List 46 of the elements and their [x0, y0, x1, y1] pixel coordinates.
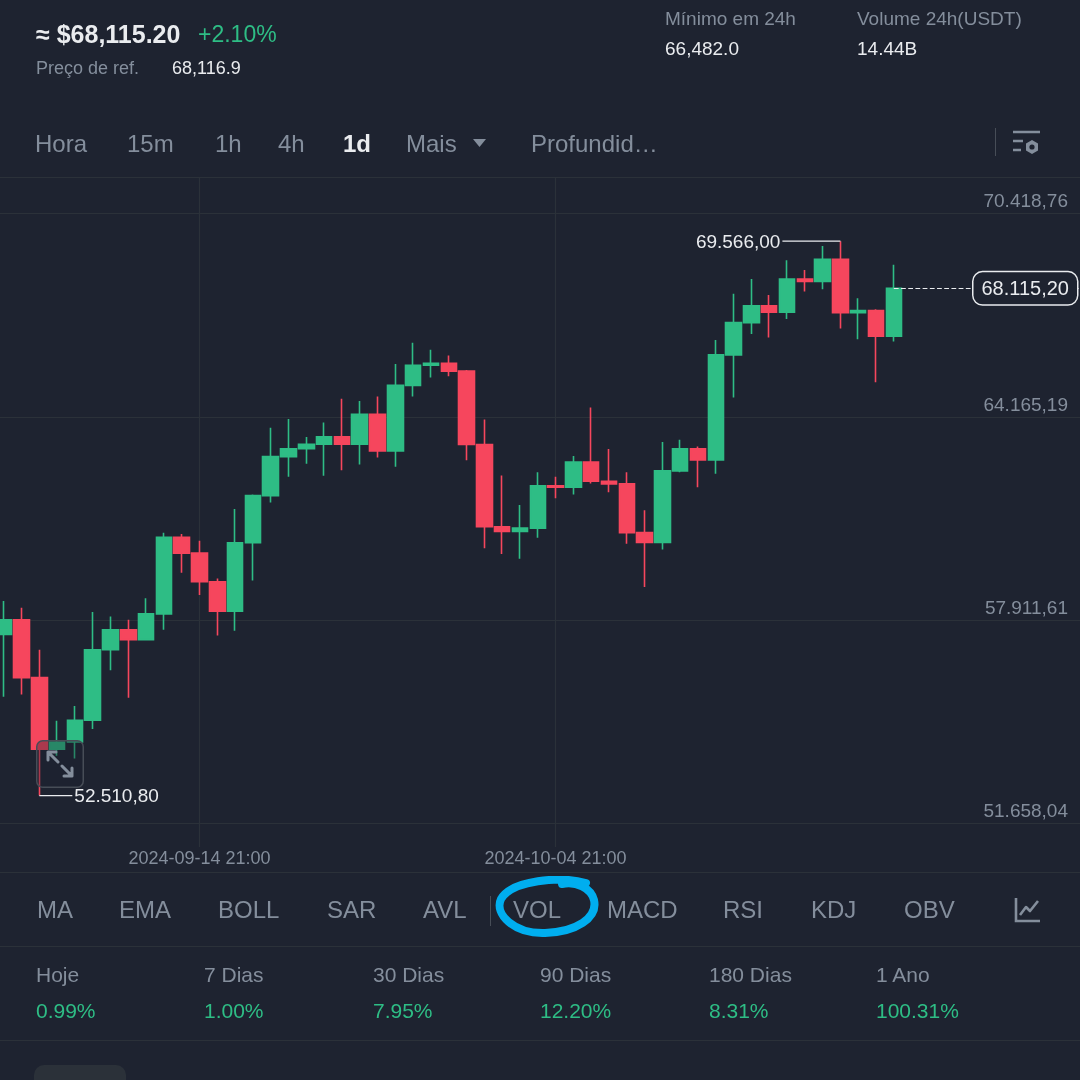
x-tick-label: 2024-10-04 21:00: [484, 848, 627, 868]
annotation: 52.510,80: [74, 785, 159, 807]
text: Mínimo em 24h: [665, 8, 796, 30]
ref-line-label: 68.115,20: [981, 277, 1069, 300]
text: 180 Dias: [709, 962, 792, 988]
text: EMA: [119, 896, 172, 924]
text: AVL: [423, 896, 467, 924]
text: Mais: [406, 130, 457, 158]
text: 68,116.9: [172, 57, 241, 79]
annotation: 69.566,00: [695, 230, 781, 252]
x-tick-label: 2024-09-14 21:00: [128, 848, 271, 868]
text: 66,482.0: [665, 38, 739, 60]
text: ≈ $68,115.20: [36, 19, 181, 49]
text: 7.95%: [373, 998, 433, 1024]
text: 4h: [278, 130, 305, 158]
text: 0.99%: [36, 998, 96, 1024]
text: 30 Dias: [373, 962, 445, 988]
y-tick-label: 64.165,19: [983, 393, 1068, 415]
text: VOL: [513, 896, 562, 924]
text: KDJ: [811, 896, 857, 924]
text: 100.31%: [876, 998, 959, 1024]
text: 12.20%: [540, 998, 612, 1024]
text: BOLL: [218, 896, 280, 924]
text: +2.10%: [198, 20, 277, 48]
text: 1d: [343, 130, 372, 158]
y-tick-label: 57.911,61: [984, 597, 1068, 619]
text: Volume 24h(USDT): [857, 8, 1022, 30]
text: OBV: [904, 896, 955, 924]
text: SAR: [327, 896, 377, 924]
text: Hoje: [36, 962, 80, 988]
text: Profundid…: [531, 130, 658, 158]
text: MA: [37, 896, 73, 924]
y-tick-label: 70.418,76: [983, 190, 1068, 212]
text: 7 Dias: [204, 962, 264, 988]
text: 8.31%: [709, 998, 769, 1024]
text: 1.00%: [204, 998, 264, 1024]
y-tick-label: 51.658,04: [983, 800, 1069, 822]
text: Hora: [35, 130, 88, 158]
text: 90 Dias: [540, 962, 612, 988]
text: 15m: [127, 130, 174, 158]
text: MACD: [607, 896, 678, 924]
text: RSI: [723, 896, 764, 924]
text: Preço de ref.: [36, 57, 140, 79]
text: 14.44B: [857, 38, 918, 60]
text: 1 Ano: [876, 962, 930, 988]
text: 1h: [215, 130, 242, 158]
